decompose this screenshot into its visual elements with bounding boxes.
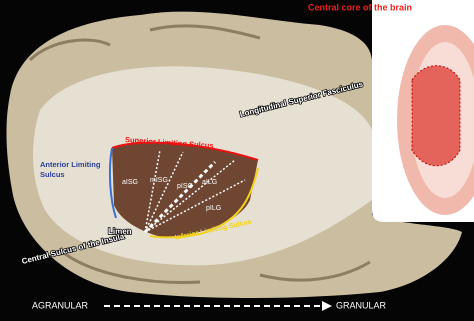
gyral-lines bbox=[144, 149, 246, 233]
axis-left-label: AGRANULAR bbox=[32, 300, 89, 310]
axis-right-label: GRANULAR bbox=[336, 300, 387, 310]
anterior-sulcus-label: Anterior Limiting bbox=[40, 160, 101, 169]
limen-label: Limen bbox=[108, 227, 132, 236]
central-sulcus-line bbox=[143, 160, 217, 234]
gyrus-label: pILG bbox=[206, 205, 221, 212]
inset-core bbox=[411, 65, 461, 167]
anterior-sulcus-label: Sulcus bbox=[40, 170, 65, 179]
gyrus-label: aISG bbox=[122, 179, 138, 186]
gyrus-label: aILG bbox=[202, 179, 217, 186]
arrow-head bbox=[322, 301, 332, 311]
gyrus-label: mISG bbox=[150, 177, 168, 184]
gyri-folds bbox=[28, 24, 371, 284]
anterior-sulcus-line bbox=[108, 147, 117, 219]
gyrus-label: pISG bbox=[177, 183, 193, 190]
inset-title: Central core of the brain bbox=[308, 2, 412, 12]
superior-sulcus-line bbox=[111, 141, 259, 161]
inferior-sulcus-line bbox=[149, 167, 259, 239]
